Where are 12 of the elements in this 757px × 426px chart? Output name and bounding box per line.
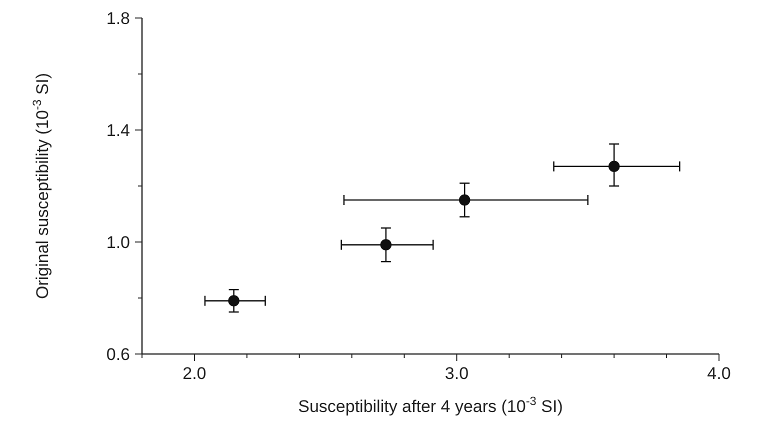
x-axis-title: Susceptibility after 4 years (10$^{-3}$ SI) (298, 394, 563, 416)
point (458, 194, 470, 206)
x-tick-label: 2.0 (182, 364, 206, 383)
y-tick-label: 1.8 (106, 9, 130, 28)
y-tick-label: 0.6 (106, 345, 130, 364)
point (380, 239, 392, 250)
x-tick-label: 3.0 (444, 364, 469, 383)
x-tick-label: 4.0 (707, 364, 731, 383)
point (228, 295, 240, 306)
y-tick-label: 1.0 (106, 233, 130, 252)
y-tick-label: 1.4 (106, 121, 130, 140)
point (608, 160, 620, 172)
